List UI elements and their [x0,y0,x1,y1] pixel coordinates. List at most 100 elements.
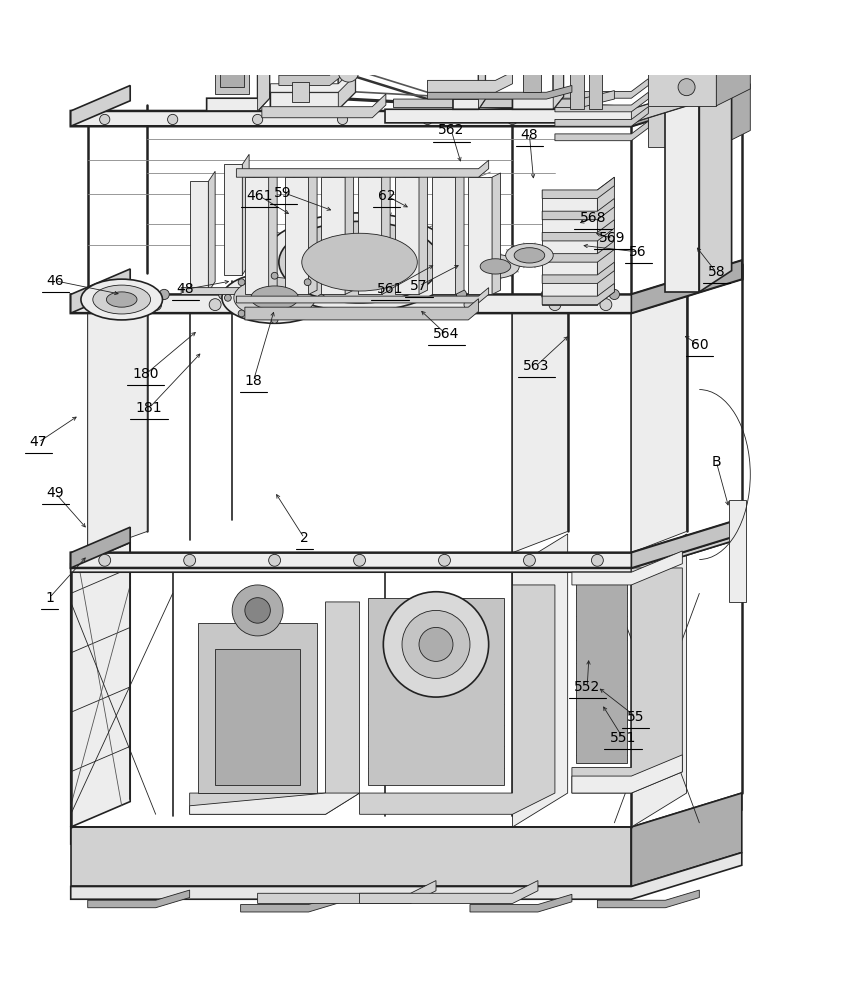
Circle shape [338,114,348,125]
Polygon shape [542,283,615,305]
Circle shape [379,299,391,311]
Polygon shape [631,793,742,886]
Polygon shape [572,568,682,793]
Text: 563: 563 [523,359,550,373]
Polygon shape [572,551,682,585]
Polygon shape [242,154,249,275]
Circle shape [339,62,359,82]
Polygon shape [360,881,538,903]
Circle shape [600,299,612,311]
Text: 48: 48 [177,282,194,296]
Circle shape [271,272,278,279]
Text: 569: 569 [599,231,626,245]
Polygon shape [71,519,742,568]
Polygon shape [631,530,742,572]
Polygon shape [512,292,568,553]
Text: 47: 47 [30,435,47,449]
Bar [221,0,244,87]
Polygon shape [71,827,631,886]
Circle shape [99,554,110,566]
Polygon shape [360,585,555,814]
Circle shape [610,289,620,300]
Text: 48: 48 [521,128,539,142]
Polygon shape [381,173,390,294]
Polygon shape [572,755,682,793]
Circle shape [457,289,467,300]
Bar [215,0,249,94]
Polygon shape [245,177,268,294]
Circle shape [252,114,262,125]
Circle shape [575,114,586,125]
Polygon shape [71,269,130,313]
Polygon shape [665,74,699,292]
Polygon shape [631,534,687,827]
Polygon shape [598,890,699,908]
Polygon shape [339,37,356,109]
Polygon shape [716,55,751,106]
Polygon shape [512,534,568,827]
Polygon shape [555,92,648,112]
Polygon shape [181,279,266,294]
Polygon shape [88,890,190,908]
Text: 58: 58 [707,265,725,279]
Text: 60: 60 [691,338,708,352]
Polygon shape [279,41,343,85]
Text: 564: 564 [433,327,459,341]
Polygon shape [542,220,615,241]
Polygon shape [631,75,742,123]
Polygon shape [453,0,486,109]
Ellipse shape [222,272,327,323]
Circle shape [304,310,311,317]
Polygon shape [542,262,615,283]
Polygon shape [631,519,742,568]
Polygon shape [71,527,130,568]
Ellipse shape [251,286,298,310]
Polygon shape [699,52,732,292]
Ellipse shape [93,285,150,314]
Polygon shape [345,173,354,294]
Circle shape [678,79,695,96]
Polygon shape [456,173,464,294]
Polygon shape [512,0,563,109]
Bar [522,0,541,92]
Polygon shape [285,177,309,294]
Circle shape [209,299,221,311]
Polygon shape [542,177,615,198]
Polygon shape [470,894,572,912]
Circle shape [184,554,196,566]
Polygon shape [479,0,486,109]
Text: 62: 62 [378,189,396,203]
Bar [198,623,317,793]
Polygon shape [440,262,457,286]
Circle shape [354,554,365,566]
Polygon shape [71,77,742,126]
Circle shape [286,289,297,300]
Circle shape [219,289,229,300]
Polygon shape [553,0,563,109]
Polygon shape [428,72,512,92]
Circle shape [159,289,169,300]
Circle shape [422,114,433,125]
Circle shape [419,627,453,661]
Ellipse shape [472,255,519,278]
Polygon shape [71,260,742,313]
Bar [215,649,300,785]
Polygon shape [88,292,147,553]
Polygon shape [555,107,648,126]
Polygon shape [631,77,742,126]
Ellipse shape [262,213,457,311]
Text: 49: 49 [47,486,64,500]
Polygon shape [631,292,687,553]
Circle shape [294,299,306,311]
Polygon shape [71,530,742,572]
Circle shape [523,554,535,566]
Ellipse shape [106,292,137,307]
Polygon shape [469,177,492,294]
Ellipse shape [233,277,315,318]
Polygon shape [270,37,356,109]
Polygon shape [542,198,615,220]
Text: 461: 461 [246,189,273,203]
Circle shape [245,598,270,623]
Polygon shape [309,173,317,294]
Circle shape [239,310,245,317]
